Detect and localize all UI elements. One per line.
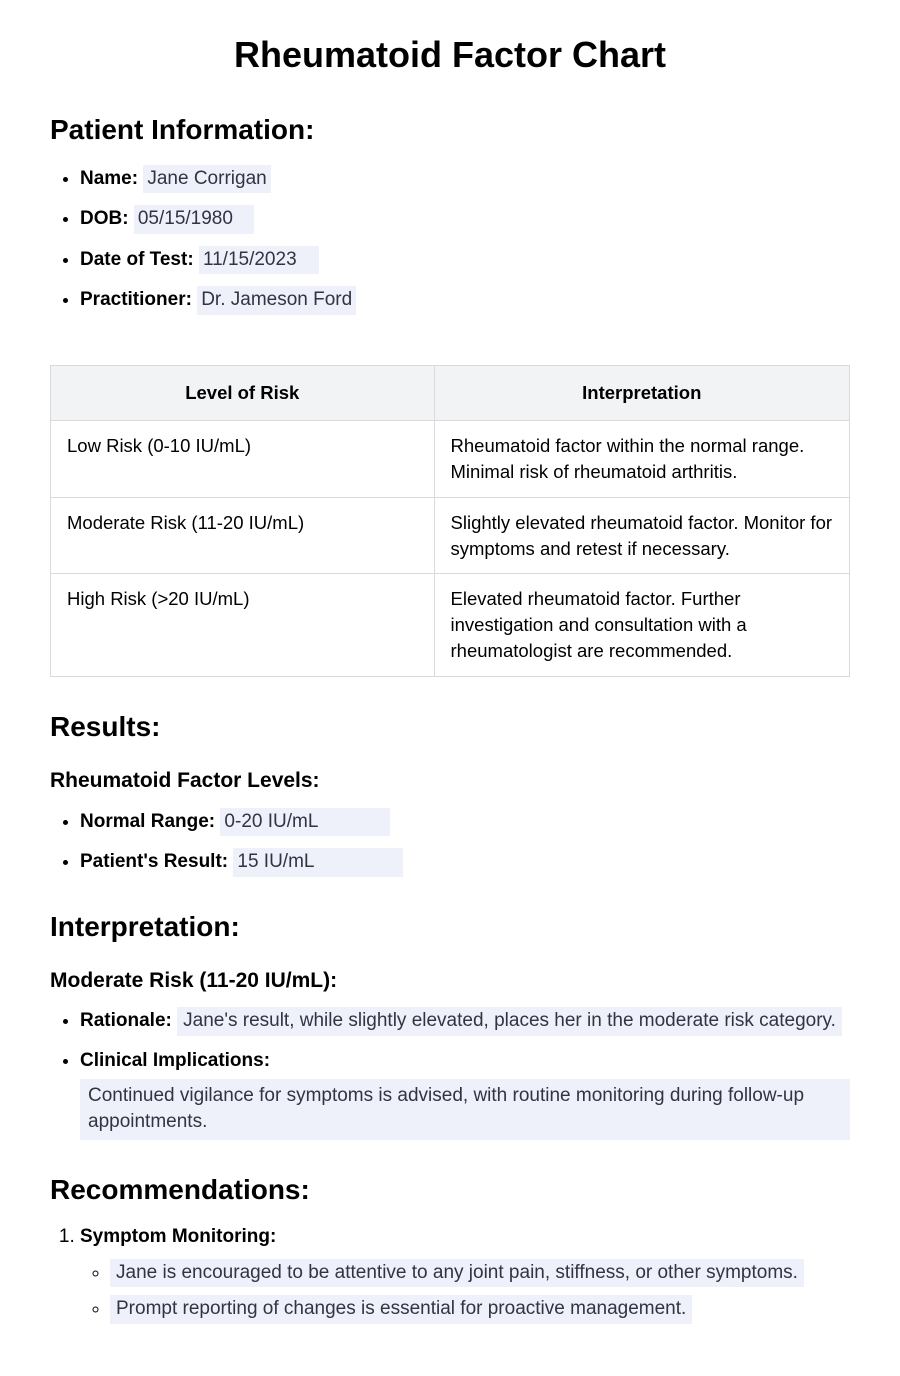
patient-info-list: Name: Jane Corrigan DOB: 05/15/1980 Date… [50,165,850,315]
bullet-text: Jane is encouraged to be attentive to an… [110,1259,804,1288]
table-row: High Risk (>20 IU/mL) Elevated rheumatoi… [51,574,850,677]
recommendation-item: Symptom Monitoring: Jane is encouraged t… [80,1224,850,1324]
list-item: Patient's Result: 15 IU/mL [80,848,850,877]
normal-range-label: Normal Range: [80,811,215,832]
list-item: Rationale: Jane's result, while slightly… [80,1007,850,1036]
test-date-value: 11/15/2023 [199,246,319,275]
cell-level: Low Risk (0-10 IU/mL) [51,420,435,497]
cell-interp: Slightly elevated rheumatoid factor. Mon… [434,497,849,574]
col-level: Level of Risk [51,365,435,420]
list-item: Practitioner: Dr. Jameson Ford [80,286,850,315]
recommendations-heading: Recommendations: [50,1170,850,1209]
page-title: Rheumatoid Factor Chart [50,30,850,80]
implications-value: Continued vigilance for symptoms is advi… [80,1079,850,1140]
name-value: Jane Corrigan [143,165,270,194]
implications-label: Clinical Implications: [80,1050,270,1071]
recommendation-title: Symptom Monitoring: [80,1226,276,1247]
interpretation-list: Rationale: Jane's result, while slightly… [50,1007,850,1139]
results-heading: Results: [50,707,850,746]
table-row: Low Risk (0-10 IU/mL) Rheumatoid factor … [51,420,850,497]
list-item: DOB: 05/15/1980 [80,205,850,234]
table-row: Moderate Risk (11-20 IU/mL) Slightly ele… [51,497,850,574]
practitioner-label: Practitioner: [80,289,192,310]
cell-interp: Elevated rheumatoid factor. Further inve… [434,574,849,677]
patient-result-value: 15 IU/mL [233,848,403,877]
recommendations-list: Symptom Monitoring: Jane is encouraged t… [50,1224,850,1324]
practitioner-value: Dr. Jameson Ford [197,286,356,315]
interpretation-subheading: Moderate Risk (11-20 IU/mL): [50,966,850,995]
rationale-label: Rationale: [80,1010,172,1031]
col-interpretation: Interpretation [434,365,849,420]
list-item: Normal Range: 0-20 IU/mL [80,808,850,837]
list-item: Clinical Implications: Continued vigilan… [80,1048,850,1140]
list-item: Name: Jane Corrigan [80,165,850,194]
risk-table: Level of Risk Interpretation Low Risk (0… [50,365,850,677]
dob-label: DOB: [80,208,129,229]
interpretation-heading: Interpretation: [50,907,850,946]
list-item: Date of Test: 11/15/2023 [80,246,850,275]
cell-interp: Rheumatoid factor within the normal rang… [434,420,849,497]
recommendation-bullets: Jane is encouraged to be attentive to an… [80,1259,850,1324]
cell-level: High Risk (>20 IU/mL) [51,574,435,677]
patient-info-heading: Patient Information: [50,110,850,149]
list-item: Prompt reporting of changes is essential… [110,1295,850,1324]
dob-value: 05/15/1980 [134,205,254,234]
results-subheading: Rheumatoid Factor Levels: [50,766,850,795]
results-list: Normal Range: 0-20 IU/mL Patient's Resul… [50,808,850,877]
name-label: Name: [80,168,138,189]
rationale-value: Jane's result, while slightly elevated, … [177,1007,842,1036]
test-date-label: Date of Test: [80,249,194,270]
cell-level: Moderate Risk (11-20 IU/mL) [51,497,435,574]
bullet-text: Prompt reporting of changes is essential… [110,1295,692,1324]
patient-result-label: Patient's Result: [80,851,228,872]
normal-range-value: 0-20 IU/mL [220,808,390,837]
list-item: Jane is encouraged to be attentive to an… [110,1259,850,1288]
